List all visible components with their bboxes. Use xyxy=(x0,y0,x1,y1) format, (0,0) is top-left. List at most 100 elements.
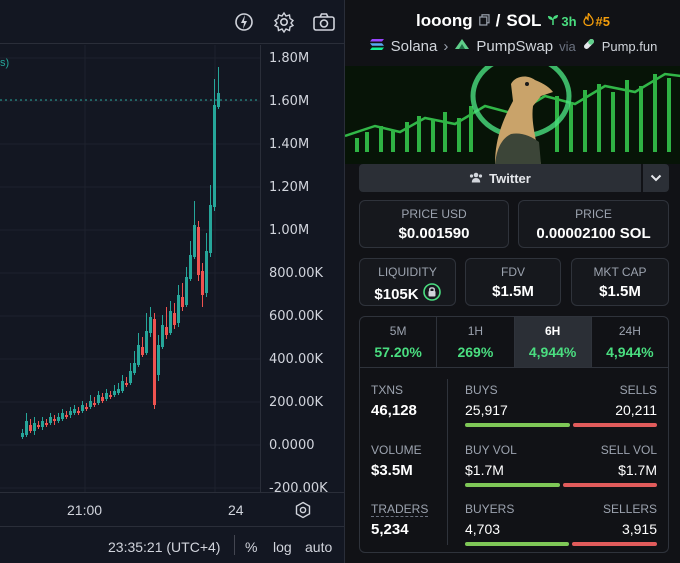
tab-6h[interactable]: 6H 4,944% xyxy=(514,317,592,367)
sell-volume-bar xyxy=(563,483,657,487)
candle-body xyxy=(209,205,212,253)
candle-body xyxy=(89,401,92,407)
price-scale-label: 400.00K xyxy=(269,352,324,367)
gear-icon[interactable] xyxy=(272,10,296,34)
candle-body xyxy=(97,395,100,403)
buyers-bar xyxy=(465,542,569,546)
candle-body xyxy=(181,297,184,307)
market-cap-value: $1.5M xyxy=(599,283,641,300)
candle-body xyxy=(133,363,136,373)
price-sol-value: 0.00002100 SOL xyxy=(536,225,651,242)
pair-title: looong / SOL 3h #5 xyxy=(345,10,680,32)
traders-label[interactable]: TRADERS xyxy=(371,502,429,517)
candle-body xyxy=(197,227,200,275)
candle-body xyxy=(145,331,148,353)
candle-body xyxy=(105,393,108,399)
chain-name[interactable]: Solana xyxy=(390,37,438,55)
candle-body xyxy=(129,371,132,383)
base-token-name[interactable]: looong xyxy=(416,11,473,30)
candle-body xyxy=(85,407,88,409)
time-axis[interactable]: 21:00 24 xyxy=(0,492,344,526)
tab-24h-change: 4,944% xyxy=(606,344,654,360)
candlestick-chart[interactable] xyxy=(0,45,260,492)
price-usd-label: PRICE USD xyxy=(401,207,467,221)
price-scale-label: 1.80M xyxy=(269,51,310,66)
candle-body xyxy=(73,409,76,413)
candle-body xyxy=(125,383,128,385)
log-toggle[interactable]: log xyxy=(273,539,292,555)
price-scale-label: 0.0000 xyxy=(269,438,315,453)
candle-body xyxy=(109,395,112,397)
percent-toggle[interactable]: % xyxy=(245,539,258,555)
footer-divider xyxy=(234,535,235,555)
twitter-button[interactable]: Twitter xyxy=(359,164,641,192)
pair-age: 3h xyxy=(547,13,577,29)
candle-body xyxy=(193,225,196,257)
candle-body xyxy=(137,345,140,365)
trending-rank[interactable]: #5 xyxy=(582,11,610,29)
auto-toggle[interactable]: auto xyxy=(305,539,333,555)
price-usd-card: PRICE USD $0.001590 xyxy=(359,200,509,248)
candle-body xyxy=(213,105,216,207)
lock-icon[interactable] xyxy=(422,283,441,305)
sellers-value: 3,915 xyxy=(621,521,657,537)
buys-value: 25,917 xyxy=(465,402,508,418)
candle-body xyxy=(29,425,32,431)
tab-24h[interactable]: 24H 4,944% xyxy=(592,317,668,367)
chevron-right-icon: › xyxy=(443,37,449,55)
pill-icon xyxy=(582,37,596,55)
candle-body xyxy=(113,391,116,395)
transaction-stats: TXNS 46,128 BUYS 25,917 SELLS 20,211 VOL… xyxy=(359,367,669,553)
tab-24h-label: 24H xyxy=(618,324,641,338)
time-label-24: 24 xyxy=(228,502,244,518)
buys-label: BUYS xyxy=(465,383,498,397)
chart-footer: 23:35:21 (UTC+4) % log auto xyxy=(0,526,344,563)
via-label: via xyxy=(559,38,576,54)
candle-body xyxy=(161,325,164,347)
launchpad-name[interactable]: Pump.fun xyxy=(601,38,658,54)
buy-volume-bar xyxy=(465,483,560,487)
candle-body xyxy=(33,423,36,431)
alert-icon[interactable] xyxy=(232,10,256,34)
candle-body xyxy=(177,295,180,323)
settings-icon[interactable] xyxy=(294,501,312,524)
candle-body xyxy=(49,417,52,423)
candle-body xyxy=(169,311,172,333)
price-scale[interactable]: 1.80M 1.60M 1.40M 1.20M 1.00M 800.00K 600.00K 4… xyxy=(260,45,344,496)
candle-body xyxy=(93,403,96,405)
sell-volume-value: $1.7M xyxy=(618,462,657,478)
liquidity-row: $105K xyxy=(360,283,455,305)
candle-body xyxy=(165,327,168,335)
socials-dropdown[interactable] xyxy=(643,164,669,192)
price-scale-label: 200.00K xyxy=(269,395,324,410)
candle-body xyxy=(205,251,208,293)
sells-label: SELLS xyxy=(619,383,657,397)
sellers-label: SELLERS xyxy=(602,502,657,516)
fdv-value: $1.5M xyxy=(492,283,534,300)
liquidity-card: LIQUIDITY $105K xyxy=(359,258,456,306)
tab-1h-label: 1H xyxy=(467,324,484,338)
pumpswap-icon xyxy=(454,37,470,55)
price-scale-label: 600.00K xyxy=(269,309,324,324)
candle-body xyxy=(81,405,84,411)
candle-body xyxy=(53,419,56,421)
pair-age-value: 3h xyxy=(561,13,577,29)
liquidity-value: $105K xyxy=(374,285,419,303)
tab-5m[interactable]: 5M 57.20% xyxy=(360,317,438,367)
chain-row: Solana › PumpSwap via Pump.fun xyxy=(345,36,680,56)
market-cap-card: MKT CAP $1.5M xyxy=(571,258,669,306)
camera-icon[interactable] xyxy=(312,10,336,34)
volume-value: $3.5M xyxy=(371,462,413,479)
candle-body xyxy=(69,411,72,415)
fdv-label: FDV xyxy=(501,265,525,279)
clock-label[interactable]: 23:35:21 (UTC+4) xyxy=(108,539,221,555)
candle-body xyxy=(157,345,160,375)
token-banner-image xyxy=(345,66,680,164)
dex-name[interactable]: PumpSwap xyxy=(476,37,554,55)
price-sol-label: PRICE xyxy=(575,207,612,221)
tab-1h[interactable]: 1H 269% xyxy=(437,317,515,367)
candle-body xyxy=(25,421,28,435)
candle-body xyxy=(37,425,40,427)
copy-icon[interactable] xyxy=(478,11,490,31)
tab-6h-change: 4,944% xyxy=(528,344,577,360)
